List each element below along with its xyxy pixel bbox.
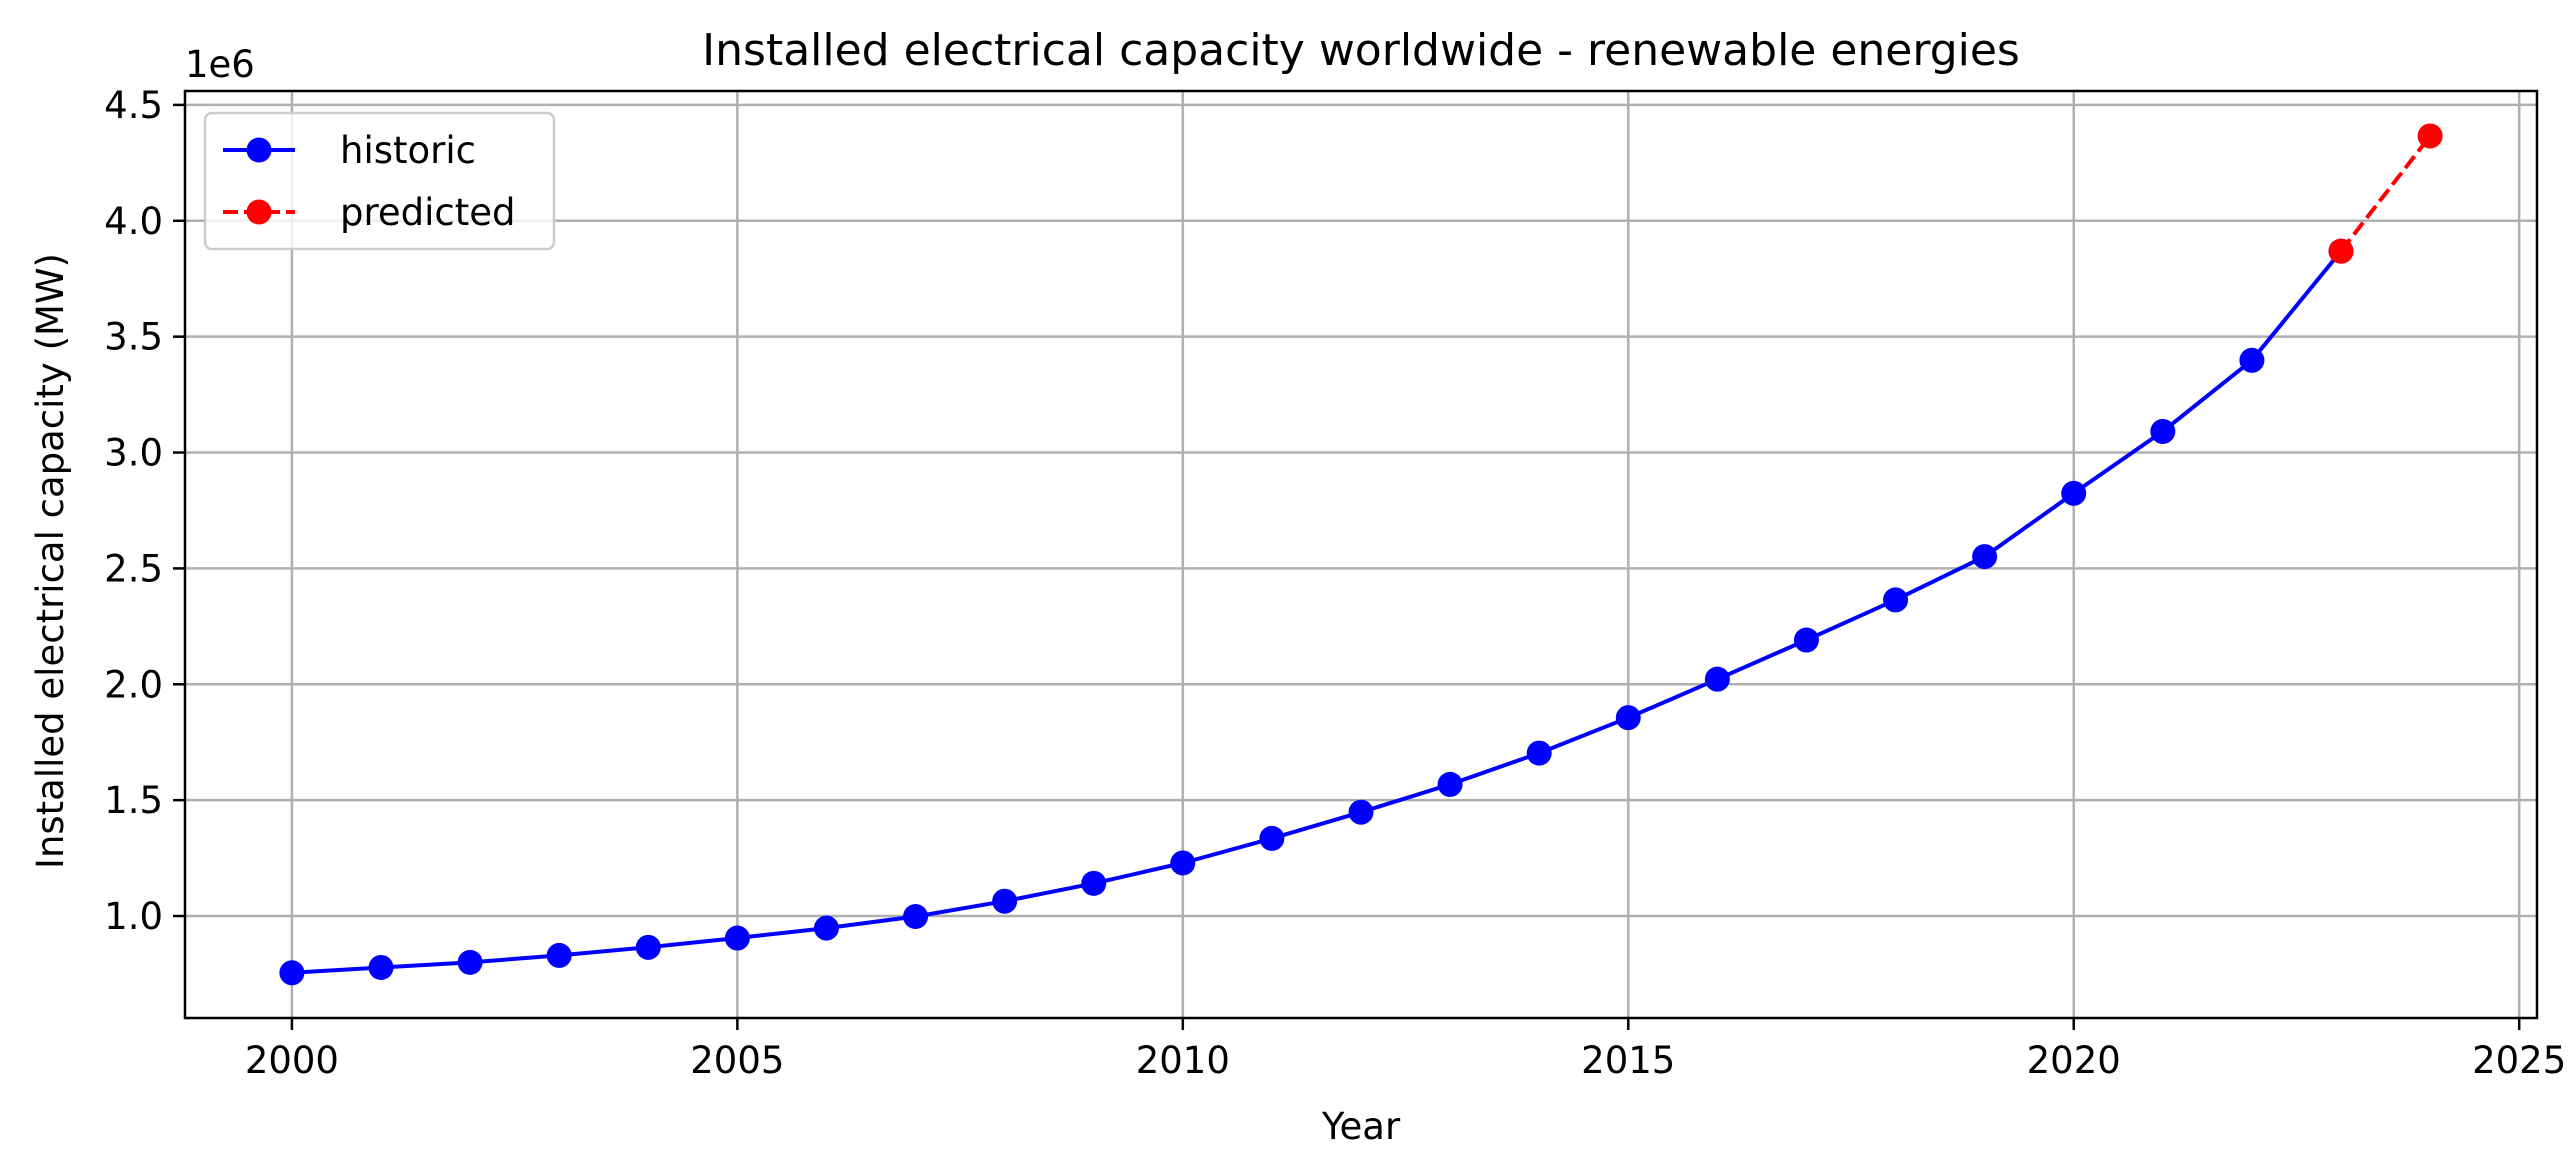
historic-data-point [992, 888, 1018, 914]
legend: historic predicted [203, 111, 556, 251]
x-axis-label: Year [1321, 1105, 1401, 1148]
x-tick-label: 2025 [2472, 1039, 2566, 1082]
historic-data-point [1972, 544, 1998, 570]
historic-data-point [1437, 771, 1463, 797]
x-axis-ticks: 2000 2005 2010 2015 2020 2025 [245, 1018, 2566, 1082]
historic-data-point [1793, 627, 1819, 653]
x-tick-label: 2000 [245, 1039, 339, 1082]
predicted-series-line [2339, 134, 2432, 253]
historic-data-point [903, 903, 929, 929]
y-tick-label: 2.0 [104, 663, 163, 706]
x-tick-label: 2020 [2027, 1039, 2121, 1082]
y-offset-label: 1e6 [185, 43, 255, 86]
historic-data-point [2150, 418, 2176, 444]
historic-data-point [1259, 825, 1285, 851]
predicted-data-point [2417, 123, 2443, 149]
historic-data-point [1348, 799, 1374, 825]
historic-data-point [813, 915, 839, 941]
legend-predicted-marker [246, 199, 272, 225]
historic-data-point [2239, 347, 2265, 373]
y-axis-label: Installed electrical capacity (MW) [29, 253, 72, 869]
plot-series [279, 123, 2443, 986]
legend-frame [203, 111, 556, 251]
historic-data-point [2061, 480, 2087, 506]
grid [185, 91, 2537, 1018]
legend-historic-label: historic [340, 129, 476, 172]
historic-data-point [546, 942, 572, 968]
historic-data-point [1615, 705, 1641, 731]
legend-predicted-label: predicted [340, 191, 516, 234]
y-tick-label: 4.0 [104, 200, 163, 243]
y-tick-label: 1.5 [104, 779, 163, 822]
chart-title: Installed electrical capacity worldwide … [702, 25, 2020, 76]
y-tick-label: 3.0 [104, 432, 163, 475]
historic-data-point [724, 925, 750, 951]
predicted-data-point [2328, 238, 2354, 264]
y-tick-label: 3.5 [104, 316, 163, 359]
historic-data-point [1704, 666, 1730, 692]
historic-data-point [457, 949, 483, 975]
plot-frame [183, 89, 2539, 1020]
historic-data-point [635, 934, 661, 960]
y-tick-label: 2.5 [104, 547, 163, 590]
historic-data-point [1170, 850, 1196, 876]
historic-data-point [1081, 870, 1107, 896]
x-tick-label: 2010 [1136, 1039, 1230, 1082]
legend-historic-marker [246, 137, 272, 163]
y-tick-label: 4.5 [104, 84, 163, 127]
x-tick-label: 2015 [1581, 1039, 1675, 1082]
x-tick-label: 2005 [690, 1039, 784, 1082]
historic-data-point [1526, 740, 1552, 766]
historic-series-line [291, 249, 2343, 975]
y-tick-label: 1.0 [104, 895, 163, 938]
historic-data-point [279, 960, 305, 986]
historic-data-point [1883, 587, 1909, 613]
y-axis-ticks: 1.0 1.5 2.0 2.5 3.0 3.5 4.0 4.5 [104, 84, 185, 938]
historic-data-point [368, 954, 394, 980]
